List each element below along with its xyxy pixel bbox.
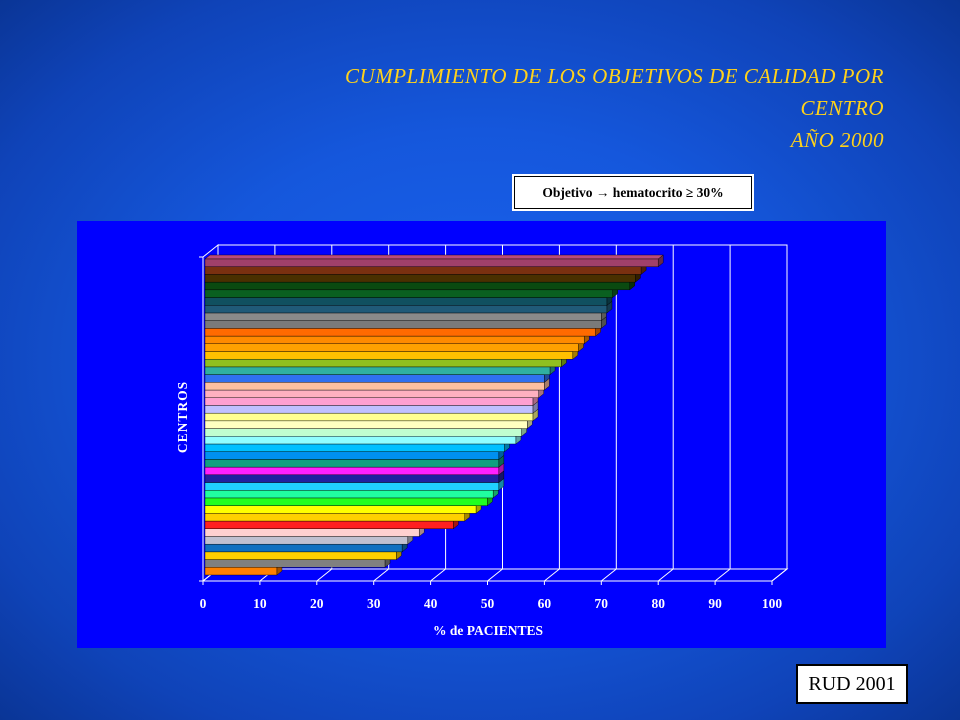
x-tick-label: 40 [424, 596, 438, 611]
bar-front-face [204, 358, 562, 368]
bar-front-face [204, 366, 551, 375]
bar-front-face [204, 543, 403, 553]
x-axis-label: % de PACIENTES [433, 623, 543, 638]
bar-front-face [204, 551, 397, 560]
bar-side-face [658, 254, 664, 268]
bar-front-face [204, 428, 522, 437]
x-tick-label: 0 [200, 596, 207, 611]
x-tick-label: 60 [538, 596, 552, 611]
floor-gridline [487, 568, 503, 582]
bar-front-face [204, 490, 494, 499]
bar-front-face [204, 389, 539, 398]
bar-front-face [204, 274, 636, 283]
title-line-2: CENTRO [800, 96, 884, 120]
bar-front-face [204, 466, 500, 476]
bar-front-face [204, 382, 545, 391]
bar-front-face [204, 520, 454, 529]
x-tick-label: 90 [708, 596, 722, 611]
floor-gridline [316, 568, 333, 582]
bar-front-face [204, 528, 420, 537]
x-tick-labels: 0 10 20 30 40 50 60 70 80 90 100 [200, 596, 783, 611]
bar-front-face [204, 451, 500, 460]
bar-front-face [204, 289, 613, 298]
chart-panel: 0 10 20 30 40 50 60 70 80 90 100 % de PACIENTES CE… [77, 221, 886, 648]
bar-front-face [204, 328, 596, 337]
bar-front-face [204, 320, 602, 329]
bar-front-face [204, 258, 659, 267]
bar-front-face [204, 505, 477, 514]
x-tick-label: 10 [253, 596, 267, 611]
x-tick-label: 30 [367, 596, 381, 611]
bar-front-face [204, 343, 579, 352]
bar-chart: 0 10 20 30 40 50 60 70 80 90 100 % de PACIENTES CE… [175, 243, 789, 638]
bar-front-face [204, 482, 500, 491]
objective-label: Objetivo → hematocrito ≥ 30% [542, 184, 724, 200]
bar-front-face [204, 297, 608, 306]
bar [204, 254, 664, 268]
bar-front-face [204, 374, 545, 383]
floor-gridline [373, 568, 390, 582]
bar-front-face [204, 513, 465, 522]
title-line-1: CUMPLIMIENTO DE LOS OBJETIVOS DE CALIDAD… [345, 64, 884, 88]
bar-front-face [204, 281, 630, 291]
bar-top-face [204, 254, 664, 260]
bar-front-face [204, 559, 386, 568]
slide-title: CUMPLIMIENTO DE LOS OBJETIVOS DE CALIDAD… [164, 60, 884, 156]
bar-front-face [204, 474, 500, 483]
footer-label: RUD 2001 [808, 672, 896, 695]
bar-front-face [204, 266, 642, 275]
x-tick-label: 70 [595, 596, 609, 611]
floor-gridline [657, 568, 674, 582]
x-tick-label: 100 [762, 596, 783, 611]
floor-gridline [714, 568, 731, 582]
bar-front-face [204, 497, 488, 506]
bar-front-face [204, 420, 528, 429]
floor-gridline [771, 568, 788, 582]
bar-front-face [204, 335, 585, 344]
title-line-3: AÑO 2000 [790, 128, 884, 152]
bar-front-face [204, 436, 517, 445]
bar-front-face [204, 305, 608, 314]
bar-front-face [204, 351, 574, 360]
floor-gridline [544, 568, 560, 582]
bars-group [204, 254, 664, 576]
bar-front-face [204, 412, 534, 422]
floor-gridline [600, 568, 617, 582]
bar-front-face [204, 567, 278, 576]
footer-label-box: RUD 2001 [796, 664, 908, 704]
bar-front-face [204, 397, 534, 406]
objective-label-box: Objetivo → hematocrito ≥ 30% [514, 176, 752, 209]
bar-front-face [204, 443, 505, 452]
bar-front-face [204, 312, 602, 321]
x-tick-label: 50 [481, 596, 495, 611]
y-axis-label: CENTROS [175, 381, 190, 453]
floor-gridline [430, 568, 446, 582]
x-tick-label: 20 [310, 596, 324, 611]
x-tick-label: 80 [651, 596, 665, 611]
bar-front-face [204, 405, 534, 414]
bar-front-face [204, 536, 409, 545]
bar-front-face [204, 459, 500, 468]
